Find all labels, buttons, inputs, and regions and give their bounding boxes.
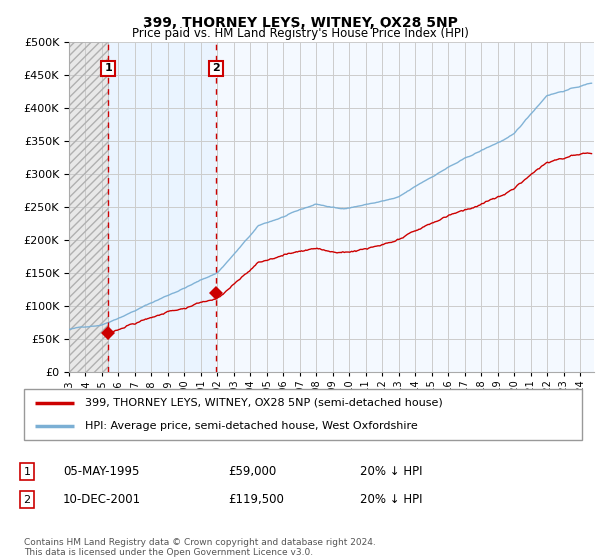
Bar <box>108 42 216 372</box>
Bar <box>69 42 108 372</box>
Text: Contains HM Land Registry data © Crown copyright and database right 2024.
This d: Contains HM Land Registry data © Crown c… <box>24 538 376 557</box>
Bar <box>216 42 594 372</box>
Text: 1: 1 <box>104 63 112 73</box>
Text: Price paid vs. HM Land Registry's House Price Index (HPI): Price paid vs. HM Land Registry's House … <box>131 27 469 40</box>
Text: 10-DEC-2001: 10-DEC-2001 <box>63 493 141 506</box>
Text: 399, THORNEY LEYS, WITNEY, OX28 5NP (semi-detached house): 399, THORNEY LEYS, WITNEY, OX28 5NP (sem… <box>85 398 443 408</box>
Bar <box>69 42 108 372</box>
Text: 1: 1 <box>23 466 31 477</box>
Text: 2: 2 <box>212 63 220 73</box>
Text: 20% ↓ HPI: 20% ↓ HPI <box>360 465 422 478</box>
Text: HPI: Average price, semi-detached house, West Oxfordshire: HPI: Average price, semi-detached house,… <box>85 421 418 431</box>
Text: 20% ↓ HPI: 20% ↓ HPI <box>360 493 422 506</box>
Text: 05-MAY-1995: 05-MAY-1995 <box>63 465 139 478</box>
Text: £59,000: £59,000 <box>228 465 276 478</box>
Text: £119,500: £119,500 <box>228 493 284 506</box>
Text: 399, THORNEY LEYS, WITNEY, OX28 5NP: 399, THORNEY LEYS, WITNEY, OX28 5NP <box>143 16 457 30</box>
Text: 2: 2 <box>23 494 31 505</box>
